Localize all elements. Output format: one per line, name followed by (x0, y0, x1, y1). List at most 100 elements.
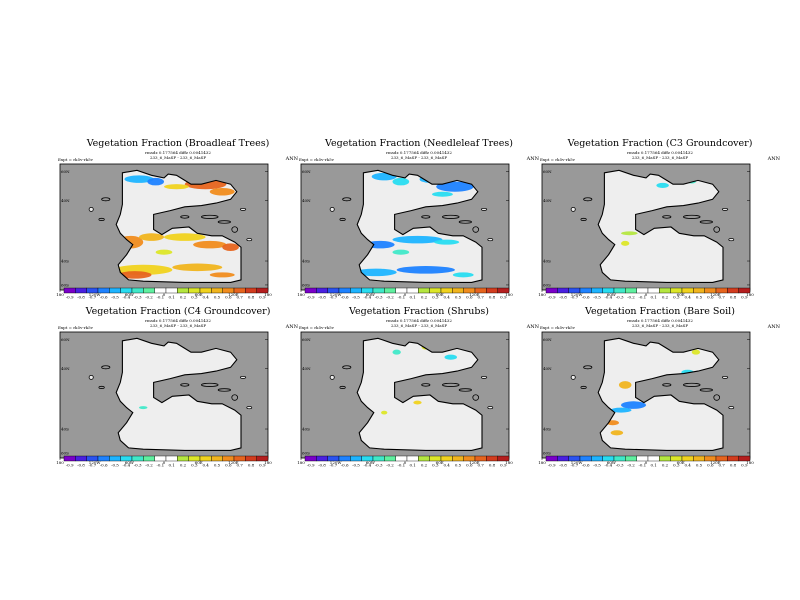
colorbar-tick-label: 0.1 (168, 463, 174, 468)
colorbar-tick-label: -0.6 (582, 463, 590, 468)
lon-tick-label: 120E (710, 460, 721, 465)
anomaly-patch (209, 272, 235, 278)
colorbar-swatch (131, 455, 144, 462)
anomaly-patch (691, 349, 701, 355)
colorbar-swatch (372, 455, 385, 462)
colorbar-tick-label: -0.4 (122, 295, 130, 300)
island (721, 207, 729, 211)
lon-tick-label: 60E (677, 460, 685, 465)
lat-tick-label: 40N (543, 366, 552, 371)
colorbar-swatch (120, 287, 133, 294)
lon-tick-label: 0 (163, 292, 166, 297)
inland-water (101, 365, 111, 370)
colorbar-swatch (361, 455, 374, 462)
colorbar-tick-label: -0.8 (77, 463, 85, 468)
island (239, 207, 247, 211)
map-plot: 60N 40N 40S 60S 180 120W 60W 0 60E 120E 180 (56, 163, 272, 297)
coastline (115, 169, 242, 283)
colorbar-swatch (199, 287, 212, 294)
colorbar-tick-label: 0.6 (707, 295, 714, 300)
colorbar-tick-label: 0.7 (477, 295, 484, 300)
colorbar-swatch (143, 287, 155, 294)
colorbar-swatch (316, 455, 328, 462)
inland-water (98, 385, 105, 389)
colorbar-swatch (211, 455, 223, 462)
anomaly-patch (392, 349, 401, 355)
colorbar-tick-label: -0.8 (318, 463, 326, 468)
colorbar-swatch (693, 455, 705, 462)
inland-water (583, 365, 593, 370)
colorbar-tick-label: 0.9 (500, 463, 507, 468)
anomaly-patch (381, 410, 388, 415)
anomaly-patch (124, 175, 154, 183)
lat-tick-label: 40N (302, 366, 311, 371)
colorbar-tick-label: -0.6 (341, 295, 349, 300)
colorbar-swatch (486, 287, 498, 294)
colorbar-swatch (591, 455, 603, 462)
colorbar-swatch (647, 287, 660, 294)
colorbar-tick-label: 0.2 (421, 463, 428, 468)
colorbar-swatch (659, 287, 671, 294)
anomaly-patch (656, 182, 669, 188)
anomaly-patch (392, 177, 410, 186)
land-area (116, 170, 241, 283)
colorbar-tick-label: -0.9 (548, 295, 556, 300)
chart-title: Vegetation Fraction (Bare Soil) (585, 306, 735, 317)
lat-tick-label: 40S (302, 259, 310, 264)
colorbar-tick-label: 0.5 (214, 463, 221, 468)
colorbar-swatch (418, 455, 430, 462)
colorbar-tick-label: -0.7 (570, 295, 578, 300)
anomaly-patch (164, 233, 206, 241)
chart-panel: Vegetation Fraction (Bare Soil) rmsdz 0.1… (538, 306, 780, 476)
inland-water (442, 382, 460, 387)
season-label: ANN (526, 156, 539, 162)
colorbar-swatch (602, 287, 615, 294)
colorbar-swatch (143, 455, 155, 462)
lat-tick-label: 40N (61, 366, 70, 371)
colorbar-swatch (636, 287, 649, 294)
lon-tick-label: 180 (297, 460, 305, 465)
colorbar-swatch (625, 455, 637, 462)
colorbar-tick-label: -0.3 (616, 295, 624, 300)
season-label: ANN (767, 324, 780, 330)
chart-title: Vegetation Fraction (Needleleaf Trees) (325, 138, 513, 149)
colorbar-tick-label: -0.6 (100, 295, 108, 300)
colorbar-tick-label: 0.4 (443, 463, 450, 468)
colorbar-tick-label: -0.3 (616, 463, 624, 468)
colorbar-tick-label: -0.1 (156, 295, 164, 300)
colorbar-swatch (395, 287, 408, 294)
island (239, 375, 247, 379)
anomaly-patch (413, 400, 422, 405)
rmsd-subtitle: rmsdz 0.177564 diffz 0.0041432 (386, 150, 452, 155)
anomaly-patch (621, 240, 630, 246)
colorbar-swatch (636, 455, 649, 462)
colorbar-swatch (579, 455, 592, 462)
inland-water (201, 214, 219, 219)
expt-label: Expt = rk5v-rk5v (540, 157, 575, 162)
colorbar-swatch (327, 287, 340, 294)
lat-tick-label: 60S (302, 450, 310, 455)
colorbar-swatch (429, 455, 442, 462)
inland-water (421, 383, 431, 387)
land-area (116, 338, 241, 451)
colorbar-swatch (727, 287, 739, 294)
colorbar-tick-label: -0.9 (307, 463, 315, 468)
map-plot: 60N 40N 40S 60S 180 120W 60W 0 60E 120E 180 (56, 331, 272, 465)
colorbar-swatch (338, 287, 351, 294)
anomaly-patch (139, 233, 164, 241)
expt-label: Expt = rk5v-rk5v (58, 325, 93, 330)
lon-tick-label: 180 (746, 460, 754, 465)
colorbar-swatch (131, 287, 144, 294)
lon-tick-label: 120W (571, 292, 584, 297)
inland-water (662, 383, 672, 387)
anomaly-patch (610, 430, 624, 436)
colorbar: -0.9 -0.8 -0.7 -0.6 -0.5 -0.4 -0.3 -0.2 -0.1 0.1 0… (304, 455, 510, 468)
chart-panel: Vegetation Fraction (Needleleaf Trees) rm… (297, 138, 539, 308)
colorbar-tick-label: 0.7 (236, 295, 243, 300)
colorbar-tick-label: -0.5 (111, 295, 119, 300)
lon-tick-label: 180 (264, 460, 272, 465)
colorbar-swatch (177, 287, 189, 294)
colorbar-tick-label: -0.5 (593, 463, 601, 468)
colorbar-swatch (211, 287, 223, 294)
colorbar-swatch (486, 455, 498, 462)
